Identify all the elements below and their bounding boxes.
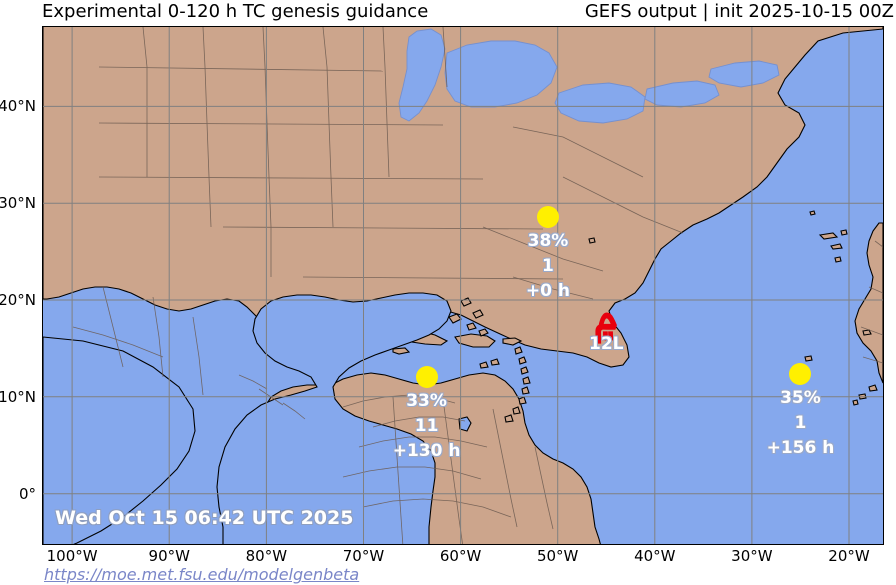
- x-axis-tick-label: 30°W: [731, 547, 773, 565]
- genesis-marker-3-labels: 35% 1 +156 h: [767, 386, 835, 461]
- timestamp-stamp: Wed Oct 15 06:42 UTC 2025: [55, 507, 354, 529]
- y-axis-tick-label: 40°N: [0, 97, 36, 116]
- storm-id-label: 12L: [588, 334, 624, 355]
- source-url-link[interactable]: https://moe.met.fsu.edu/modelgenbeta: [44, 565, 360, 584]
- pacific-overlay: [43, 336, 196, 544]
- genesis-lead-time: +156 h: [766, 437, 835, 458]
- bermuda-island: [588, 237, 596, 244]
- genesis-member-count: 11: [414, 416, 439, 437]
- africa-path: [854, 222, 883, 384]
- gridlines-layer: [43, 27, 883, 544]
- hurricane-symbol-icon: ۾: [593, 289, 620, 341]
- genesis-probability: 35%: [780, 387, 821, 408]
- genesis-marker-2-dot[interactable]: [415, 366, 438, 389]
- x-axis-tick-label: 80°W: [245, 547, 288, 565]
- genesis-marker-2-labels: 33% 11 +130 h: [393, 389, 461, 464]
- north-america-path: [43, 27, 883, 368]
- x-axis-tick-label: 40°W: [634, 547, 676, 565]
- y-axis-tick-label: 30°N: [0, 194, 36, 213]
- lesser-antilles-islands: [479, 346, 531, 423]
- genesis-probability: 38%: [527, 230, 569, 251]
- genesis-lead-time: +130 h: [392, 441, 461, 462]
- x-axis-tick-label: 100°W: [46, 547, 98, 565]
- map-geography: [43, 27, 883, 544]
- genesis-member-count: 1: [542, 255, 554, 276]
- y-axis-tick-label: 0°: [18, 484, 36, 503]
- political-borders-layer: [72, 27, 883, 544]
- model-init-label: GEFS output | init 2025-10-15 00Z: [584, 1, 894, 22]
- map-canvas[interactable]: 38% 1 +0 h 33% 11 +130 h 35% 1 +156 h ۾ 12L Wed Oc…: [42, 26, 884, 545]
- page-title: Experimental 0-120 h TC genesis guidance: [42, 1, 429, 22]
- sea-overlay-layer: [43, 28, 780, 544]
- active-storm-12L[interactable]: ۾ 12L: [588, 289, 624, 355]
- hispaniola-path: [454, 333, 496, 348]
- x-axis-tick-label: 70°W: [342, 547, 385, 565]
- jamaica-path: [392, 347, 411, 355]
- y-axis-tick-label: 10°N: [0, 387, 36, 406]
- genesis-lead-time: +0 h: [525, 280, 571, 301]
- y-axis-tick-label: 20°N: [0, 291, 36, 310]
- x-axis-tick-label: 20°W: [828, 547, 870, 565]
- genesis-probability: 33%: [406, 391, 447, 412]
- genesis-marker-3-dot[interactable]: [789, 362, 812, 385]
- x-axis-tick-label: 50°W: [536, 547, 579, 565]
- x-axis-tick-label: 90°W: [148, 547, 190, 565]
- azores-islands: [809, 210, 848, 263]
- header-bar: Experimental 0-120 h TC genesis guidance…: [0, 0, 896, 26]
- great-lakes: [398, 28, 780, 124]
- genesis-member-count: 1: [794, 412, 807, 433]
- x-axis-tick-label: 60°W: [439, 547, 482, 565]
- cape-verde-islands: [804, 355, 813, 362]
- genesis-marker-1-dot[interactable]: [536, 205, 559, 228]
- genesis-marker-1-labels: 38% 1 +0 h: [526, 229, 570, 304]
- puerto-rico-path: [502, 337, 523, 346]
- gulf-caribbean-overlay: [216, 292, 452, 544]
